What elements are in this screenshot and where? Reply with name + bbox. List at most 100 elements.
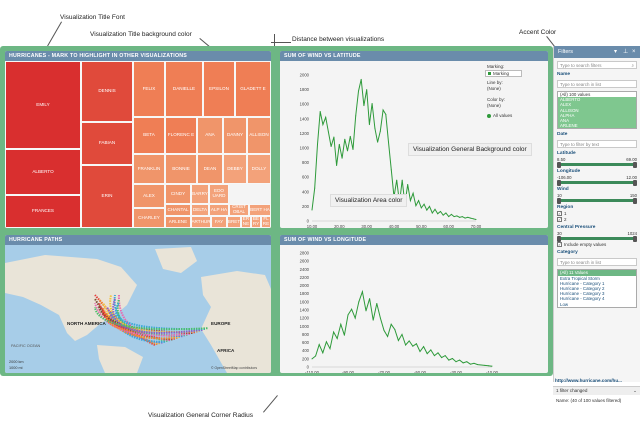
data-point[interactable] bbox=[376, 302, 378, 304]
data-point[interactable] bbox=[390, 323, 392, 325]
hurricane-map[interactable]: NORTH AMERICA EUROPE AFRICA PACIFIC OCEA… bbox=[5, 245, 271, 373]
data-point[interactable] bbox=[358, 301, 360, 303]
data-point[interactable] bbox=[311, 358, 313, 360]
data-point[interactable] bbox=[444, 355, 446, 357]
treemap-cell-charley[interactable]: CHARLEY bbox=[133, 208, 165, 228]
treemap-cell-danielle[interactable]: DANIELLE bbox=[165, 61, 203, 117]
data-point[interactable] bbox=[477, 364, 479, 366]
data-point[interactable] bbox=[461, 216, 463, 218]
data-point[interactable] bbox=[333, 331, 335, 333]
data-point[interactable] bbox=[347, 314, 349, 316]
data-point[interactable] bbox=[475, 219, 477, 221]
data-point[interactable] bbox=[340, 323, 342, 325]
data-point[interactable] bbox=[329, 348, 331, 350]
data-point[interactable] bbox=[429, 205, 431, 207]
data-point[interactable] bbox=[470, 217, 472, 219]
data-point[interactable] bbox=[351, 308, 353, 310]
treemap-cell-fabian[interactable]: FABIAN bbox=[81, 122, 133, 165]
data-point[interactable] bbox=[327, 131, 329, 133]
data-point[interactable] bbox=[412, 192, 414, 194]
category-list-item[interactable]: Hurricane - Category 1 bbox=[560, 280, 605, 286]
data-point[interactable] bbox=[450, 213, 452, 215]
checkbox-checked-icon[interactable]: ✓ bbox=[557, 211, 562, 217]
data-point[interactable] bbox=[368, 124, 370, 126]
data-point[interactable] bbox=[467, 216, 469, 218]
hurricane-track[interactable] bbox=[94, 302, 191, 337]
treemap-cell-bert-ha[interactable]: BERT HA bbox=[249, 204, 271, 216]
treemap-cell-edo-uard[interactable]: EDO UARD bbox=[209, 184, 229, 204]
data-point[interactable] bbox=[419, 351, 421, 353]
treemap-cell-arlene[interactable]: ARLENE bbox=[165, 216, 191, 228]
data-point[interactable] bbox=[434, 208, 436, 210]
category-list-item[interactable]: Low bbox=[560, 301, 569, 307]
slider-handle-min[interactable] bbox=[557, 235, 561, 242]
data-point[interactable] bbox=[352, 148, 354, 150]
treemap-cell-franklin[interactable]: FRANKLIN bbox=[133, 154, 165, 184]
hurricane-track[interactable] bbox=[98, 302, 176, 340]
data-point[interactable] bbox=[316, 143, 318, 145]
data-point[interactable] bbox=[377, 141, 379, 143]
slider-handle-max[interactable] bbox=[633, 161, 637, 168]
data-point[interactable] bbox=[456, 215, 458, 217]
latitude-slider[interactable] bbox=[557, 161, 637, 168]
data-point[interactable] bbox=[415, 343, 417, 345]
data-point[interactable] bbox=[466, 361, 468, 363]
data-point[interactable] bbox=[484, 364, 486, 366]
data-point[interactable] bbox=[441, 357, 443, 359]
data-point[interactable] bbox=[473, 362, 475, 364]
name-list-item[interactable]: ALPHA bbox=[560, 112, 575, 118]
pressure-slider[interactable] bbox=[557, 235, 637, 242]
slider-handle-min[interactable] bbox=[557, 197, 561, 204]
data-point[interactable] bbox=[459, 359, 461, 361]
data-point[interactable] bbox=[437, 213, 439, 215]
treemap[interactable]: EMILY ALBERTO FRANCES DENNIS FABIAN ERIN FELIX… bbox=[5, 61, 271, 228]
data-point[interactable] bbox=[311, 209, 313, 211]
region-checkbox-2[interactable]: ✓ 2 bbox=[557, 217, 637, 223]
line-by-select[interactable]: (None) bbox=[487, 86, 501, 91]
name-list-item[interactable]: ALBERTO bbox=[560, 97, 581, 103]
data-point[interactable] bbox=[379, 130, 381, 132]
filter-options-icon[interactable]: ▾ bbox=[614, 49, 618, 55]
hurricane-track[interactable] bbox=[94, 306, 208, 331]
data-point[interactable] bbox=[448, 359, 450, 361]
data-point[interactable] bbox=[388, 141, 390, 143]
data-point[interactable] bbox=[330, 146, 332, 148]
checkbox-checked-icon[interactable]: ✓ bbox=[557, 242, 562, 248]
data-point[interactable] bbox=[420, 207, 422, 209]
slider-handle-max[interactable] bbox=[633, 197, 637, 204]
data-point[interactable] bbox=[390, 169, 392, 171]
treemap-cell-dean[interactable]: DEAN bbox=[197, 154, 223, 184]
data-point[interactable] bbox=[355, 115, 357, 117]
data-point[interactable] bbox=[469, 363, 471, 365]
treemap-cell-frances[interactable]: FRANCES bbox=[5, 195, 81, 228]
data-point[interactable] bbox=[361, 291, 363, 293]
data-point[interactable] bbox=[379, 317, 381, 319]
treemap-cell-bret[interactable]: BRET bbox=[227, 216, 241, 228]
data-point[interactable] bbox=[325, 341, 327, 343]
treemap-cell-chantal[interactable]: CHANTAL bbox=[165, 204, 191, 216]
name-list-item[interactable]: ARLENE bbox=[560, 123, 578, 129]
treemap-cell-alex[interactable]: ALEX bbox=[133, 184, 165, 208]
longitude-line-chart[interactable]: 0 200 400 600 800 1000 1200 1400 1600 1800 2000 220… bbox=[280, 245, 548, 374]
treemap-cell-crist-obal[interactable]: CRIST OBAL bbox=[229, 204, 249, 216]
close-icon[interactable]: × bbox=[632, 49, 636, 55]
data-point[interactable] bbox=[405, 344, 407, 346]
data-point[interactable] bbox=[412, 345, 414, 347]
wind-slider[interactable] bbox=[557, 197, 637, 204]
data-point[interactable] bbox=[394, 329, 396, 331]
data-point[interactable] bbox=[455, 361, 457, 363]
category-list-item[interactable]: Extra Tropical Storm bbox=[560, 275, 600, 281]
data-point[interactable] bbox=[396, 179, 398, 181]
hurricane-track[interactable] bbox=[117, 294, 171, 342]
slider-handle-max[interactable] bbox=[633, 235, 637, 242]
data-point[interactable] bbox=[480, 364, 482, 366]
data-point[interactable] bbox=[418, 200, 420, 202]
treemap-cell-florenc-e[interactable]: FLORENC E bbox=[165, 117, 197, 154]
treemap-cell-felix[interactable]: FELIX bbox=[133, 61, 165, 117]
slider-handle-min[interactable] bbox=[557, 179, 561, 186]
marking-select[interactable]: Marking bbox=[485, 70, 522, 77]
data-point[interactable] bbox=[319, 111, 321, 112]
data-point[interactable] bbox=[382, 109, 384, 111]
hurricane-track[interactable] bbox=[102, 306, 178, 340]
data-point[interactable] bbox=[325, 116, 327, 118]
